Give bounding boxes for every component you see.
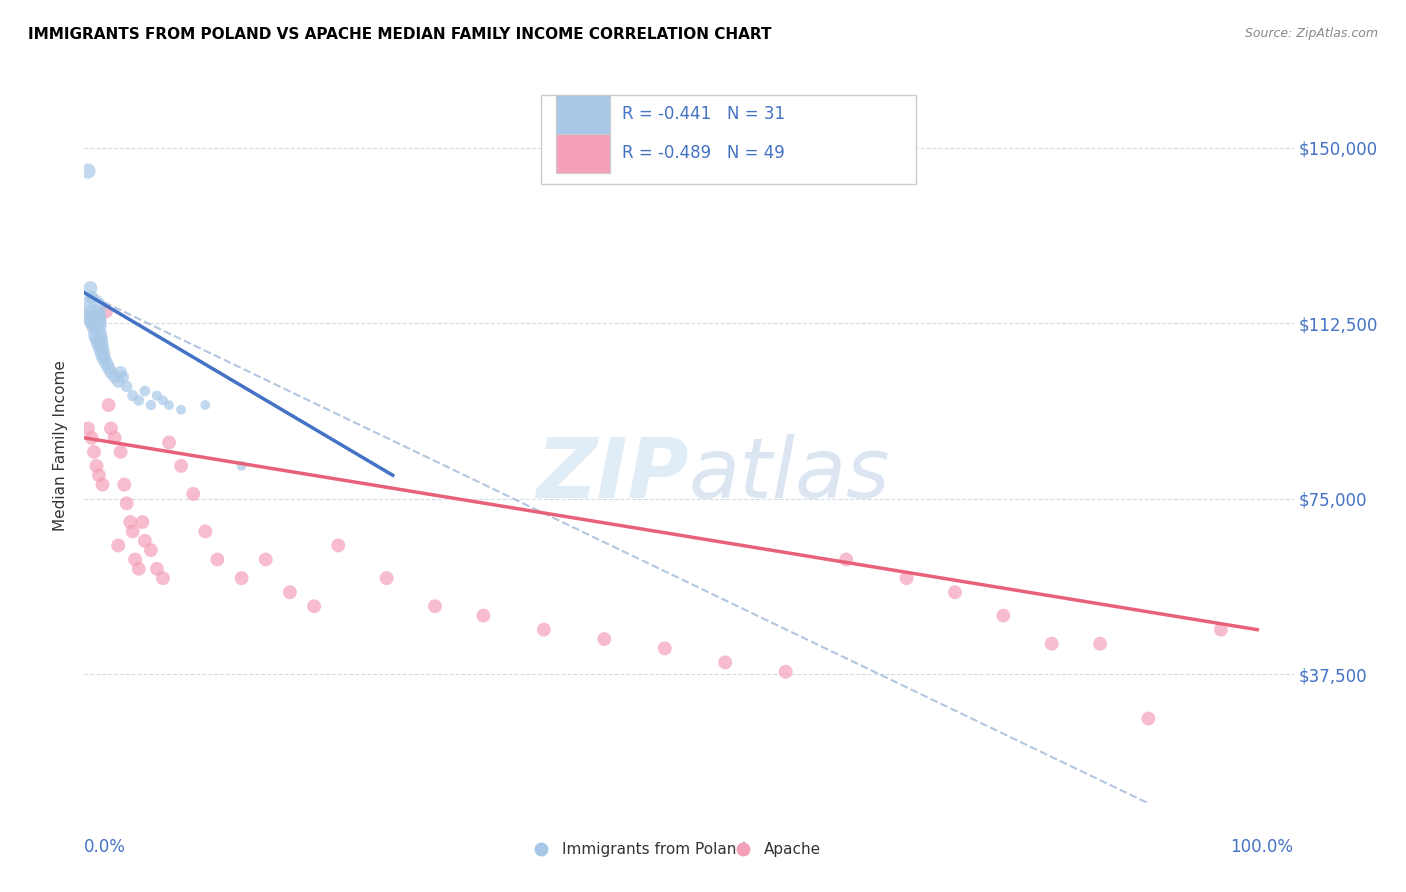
Point [170, 458, 193, 473]
Point [139, 398, 162, 412]
Text: R = -0.489   N = 49: R = -0.489 N = 49 [623, 145, 785, 162]
Point [89, 337, 111, 351]
Point [157, 435, 180, 450]
FancyBboxPatch shape [541, 95, 917, 184]
Point [231, 571, 253, 585]
Point [97, 360, 120, 375]
Point [146, 389, 169, 403]
Point [121, 389, 143, 403]
Text: R = -0.441   N = 31: R = -0.441 N = 31 [623, 105, 786, 123]
Point [181, 487, 204, 501]
Point [91, 477, 114, 491]
Point [107, 375, 129, 389]
Point [110, 365, 132, 379]
Point [1088, 637, 1111, 651]
Text: R = -0.441   N = 31: R = -0.441 N = 31 [623, 105, 786, 123]
Text: R = -0.489   N = 49: R = -0.489 N = 49 [623, 145, 785, 162]
FancyBboxPatch shape [555, 134, 610, 173]
Point [943, 585, 966, 599]
Point [115, 379, 138, 393]
Point [94, 304, 117, 318]
Point [91, 346, 114, 360]
Point [896, 571, 918, 585]
Point [139, 543, 162, 558]
Point [775, 665, 797, 679]
Point [714, 656, 737, 670]
Point [472, 608, 495, 623]
Point [94, 356, 117, 370]
Point [170, 402, 193, 417]
Point [110, 445, 132, 459]
Point [134, 533, 156, 548]
Point [104, 431, 127, 445]
Point [115, 496, 138, 510]
Point [120, 515, 142, 529]
Point [993, 608, 1015, 623]
Point [593, 632, 616, 646]
FancyBboxPatch shape [555, 95, 610, 134]
Point [128, 393, 150, 408]
Point [207, 552, 229, 566]
Text: atlas: atlas [689, 434, 890, 515]
Point [131, 515, 153, 529]
Point [87, 468, 110, 483]
Point [87, 333, 110, 347]
Point [77, 421, 100, 435]
Point [1137, 712, 1160, 726]
Text: Source: ZipAtlas.com: Source: ZipAtlas.com [1244, 27, 1378, 40]
Point [194, 398, 217, 412]
Point [533, 623, 555, 637]
Point [121, 524, 143, 539]
Text: ZIP: ZIP [536, 434, 689, 515]
Point [654, 641, 676, 656]
Point [302, 599, 325, 614]
Text: 0.0%: 0.0% [84, 838, 127, 856]
Point [79, 281, 101, 295]
Point [152, 571, 174, 585]
Text: Immigrants from Poland: Immigrants from Poland [562, 842, 747, 856]
Text: 100.0%: 100.0% [1230, 838, 1294, 856]
Point [112, 477, 135, 491]
Text: Apache: Apache [763, 842, 821, 856]
Point [1040, 637, 1063, 651]
Point [278, 585, 301, 599]
Point [128, 562, 150, 576]
Text: IMMIGRANTS FROM POLAND VS APACHE MEDIAN FAMILY INCOME CORRELATION CHART: IMMIGRANTS FROM POLAND VS APACHE MEDIAN … [28, 27, 772, 42]
Point [1209, 623, 1232, 637]
Y-axis label: Median Family Income: Median Family Income [53, 360, 69, 532]
Point [194, 524, 217, 539]
Point [97, 398, 120, 412]
Point [80, 431, 103, 445]
Point [93, 351, 115, 366]
Point [84, 314, 107, 328]
Point [134, 384, 156, 398]
Point [328, 538, 350, 552]
Point [83, 445, 105, 459]
Point [80, 290, 103, 304]
Point [423, 599, 446, 614]
Point [107, 538, 129, 552]
Point [152, 393, 174, 408]
Point [112, 370, 135, 384]
Point [157, 398, 180, 412]
Point [375, 571, 398, 585]
Point [231, 458, 253, 473]
Point [90, 342, 112, 356]
Point [104, 370, 127, 384]
Point [835, 552, 858, 566]
Point [254, 552, 277, 566]
Point [124, 552, 146, 566]
Point [146, 562, 169, 576]
Point [86, 318, 108, 333]
Point [77, 164, 100, 178]
Point [83, 309, 105, 323]
Point [100, 421, 122, 435]
Point [86, 327, 108, 342]
Point [100, 365, 122, 379]
Point [86, 458, 108, 473]
Point [82, 300, 104, 314]
